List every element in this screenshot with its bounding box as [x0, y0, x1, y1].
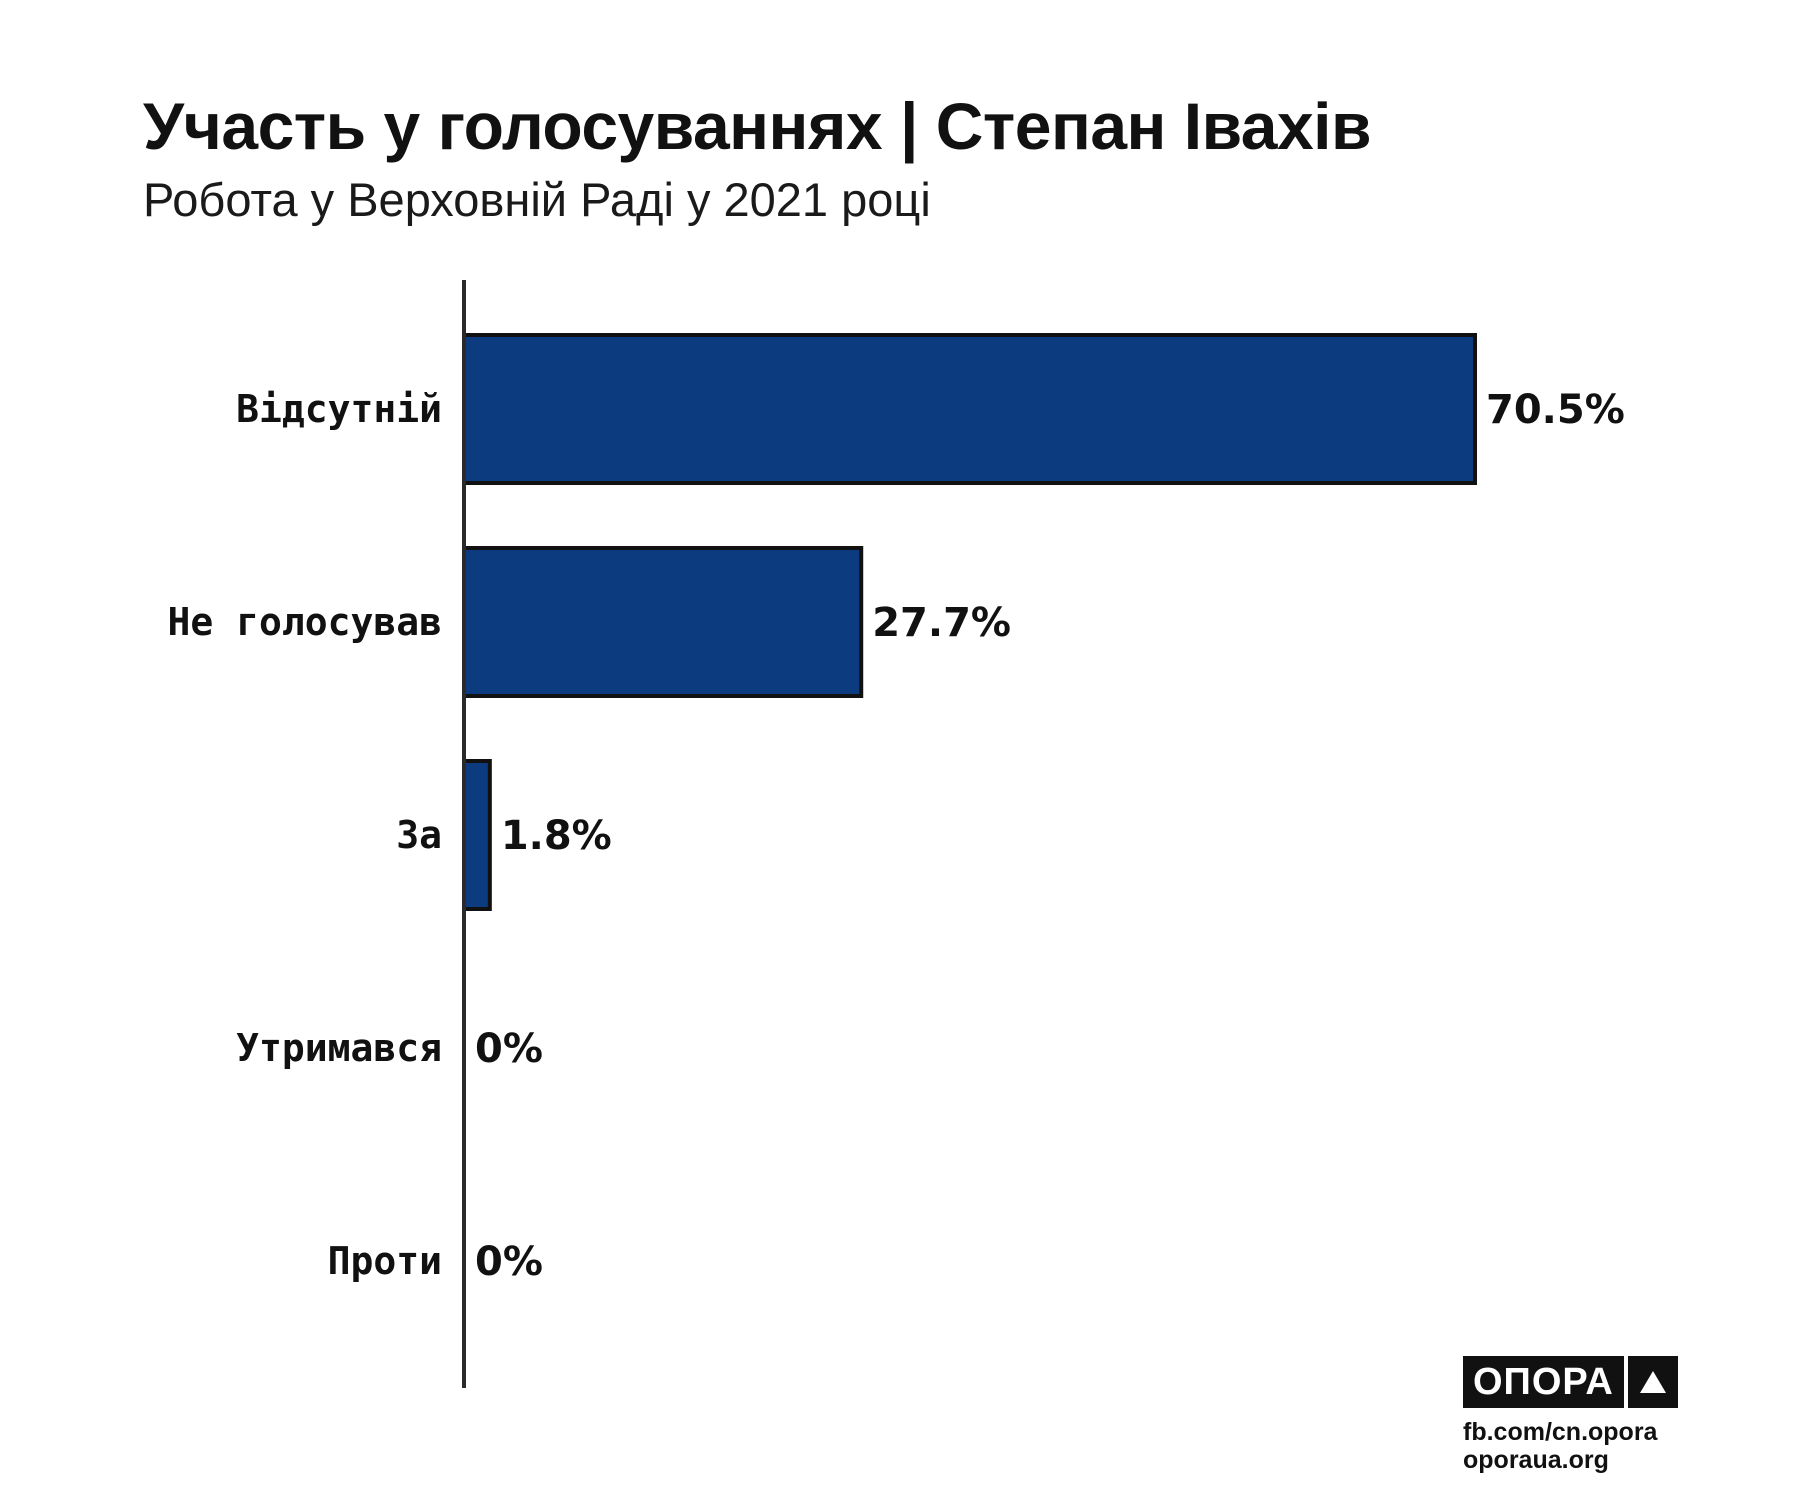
bars-group: Відсутній 70.5% Не голосував 27.7% За 1.8% Утр… — [167, 333, 1625, 1285]
value-label-3: 0% — [475, 1026, 543, 1072]
category-label-2: За — [396, 813, 442, 857]
category-label-3: Утримався — [236, 1026, 442, 1070]
category-label-0: Відсутній — [236, 387, 442, 431]
website-link[interactable]: oporaua.org — [1463, 1446, 1609, 1474]
value-label-4: 0% — [475, 1239, 543, 1285]
value-label-0: 70.5% — [1486, 387, 1625, 433]
category-label-1: Не голосував — [167, 600, 442, 644]
logo-text: ОПОРА — [1473, 1361, 1614, 1403]
category-label-4: Проти — [328, 1239, 442, 1283]
bar-1 — [462, 546, 864, 698]
footer-links: fb.com/cn.opora oporaua.org — [1463, 1418, 1657, 1474]
value-label-2: 1.8% — [501, 813, 612, 859]
chart-title: Участь у голосуваннях | Степан Івахів — [143, 89, 1372, 163]
bar-2 — [462, 759, 492, 911]
logo-divider — [1623, 1356, 1628, 1408]
chart-subtitle: Робота у Верховній Раді у 2021 році — [143, 173, 931, 226]
value-label-1: 27.7% — [872, 600, 1011, 646]
bar-0 — [462, 333, 1477, 485]
opora-logo: ОПОРА — [1463, 1356, 1678, 1408]
triangle-icon — [1628, 1356, 1678, 1408]
facebook-link[interactable]: fb.com/cn.opora — [1463, 1418, 1658, 1446]
